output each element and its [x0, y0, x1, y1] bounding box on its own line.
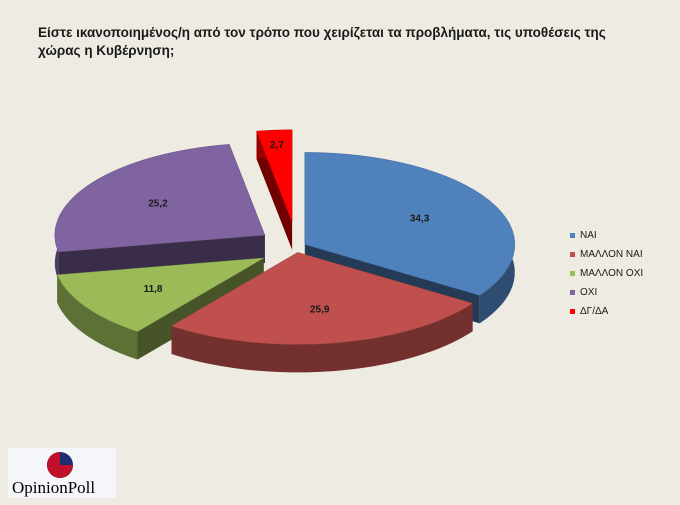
data-label-2: 11,8 — [144, 284, 163, 295]
logo-text: OpinionPoll — [12, 478, 96, 497]
legend-swatch — [570, 252, 575, 257]
legend-label: ΜΑΛΛΟΝ ΝΑΙ — [580, 249, 643, 260]
pie-slice-1 — [170, 252, 474, 373]
opinionpoll-logo: OpinionPoll — [8, 448, 116, 498]
legend-swatch — [570, 290, 575, 295]
data-label-4: 2,7 — [270, 140, 284, 151]
legend-label: ΔΓ/ΔΑ — [580, 306, 609, 317]
legend-swatch — [570, 233, 575, 238]
data-label-3: 25,2 — [148, 198, 168, 209]
legend-label: ΟΧΙ — [580, 287, 598, 298]
legend-item-3: ΟΧΙ — [570, 283, 643, 302]
legend-item-0: ΝΑΙ — [570, 226, 643, 245]
legend-swatch — [570, 309, 575, 314]
pie-slice-3 — [54, 144, 266, 280]
legend-swatch — [570, 271, 575, 276]
legend-item-1: ΜΑΛΛΟΝ ΝΑΙ — [570, 245, 643, 264]
legend-item-2: ΜΑΛΛΟΝ ΟΧΙ — [570, 264, 643, 283]
chart-legend: ΝΑΙ ΜΑΛΛΟΝ ΝΑΙ ΜΑΛΛΟΝ ΟΧΙ ΟΧΙ ΔΓ/ΔΑ — [570, 226, 643, 321]
legend-label: ΜΑΛΛΟΝ ΟΧΙ — [580, 268, 644, 279]
logo-circle-icon — [47, 452, 73, 478]
data-label-1: 25,9 — [310, 305, 330, 316]
pie-slice-4 — [256, 129, 293, 250]
data-label-0: 34,3 — [410, 213, 430, 224]
legend-item-4: ΔΓ/ΔΑ — [570, 302, 643, 321]
legend-label: ΝΑΙ — [580, 230, 597, 241]
chart-title: Είστε ικανοποιημένος/η από τον τρόπο που… — [38, 25, 606, 58]
